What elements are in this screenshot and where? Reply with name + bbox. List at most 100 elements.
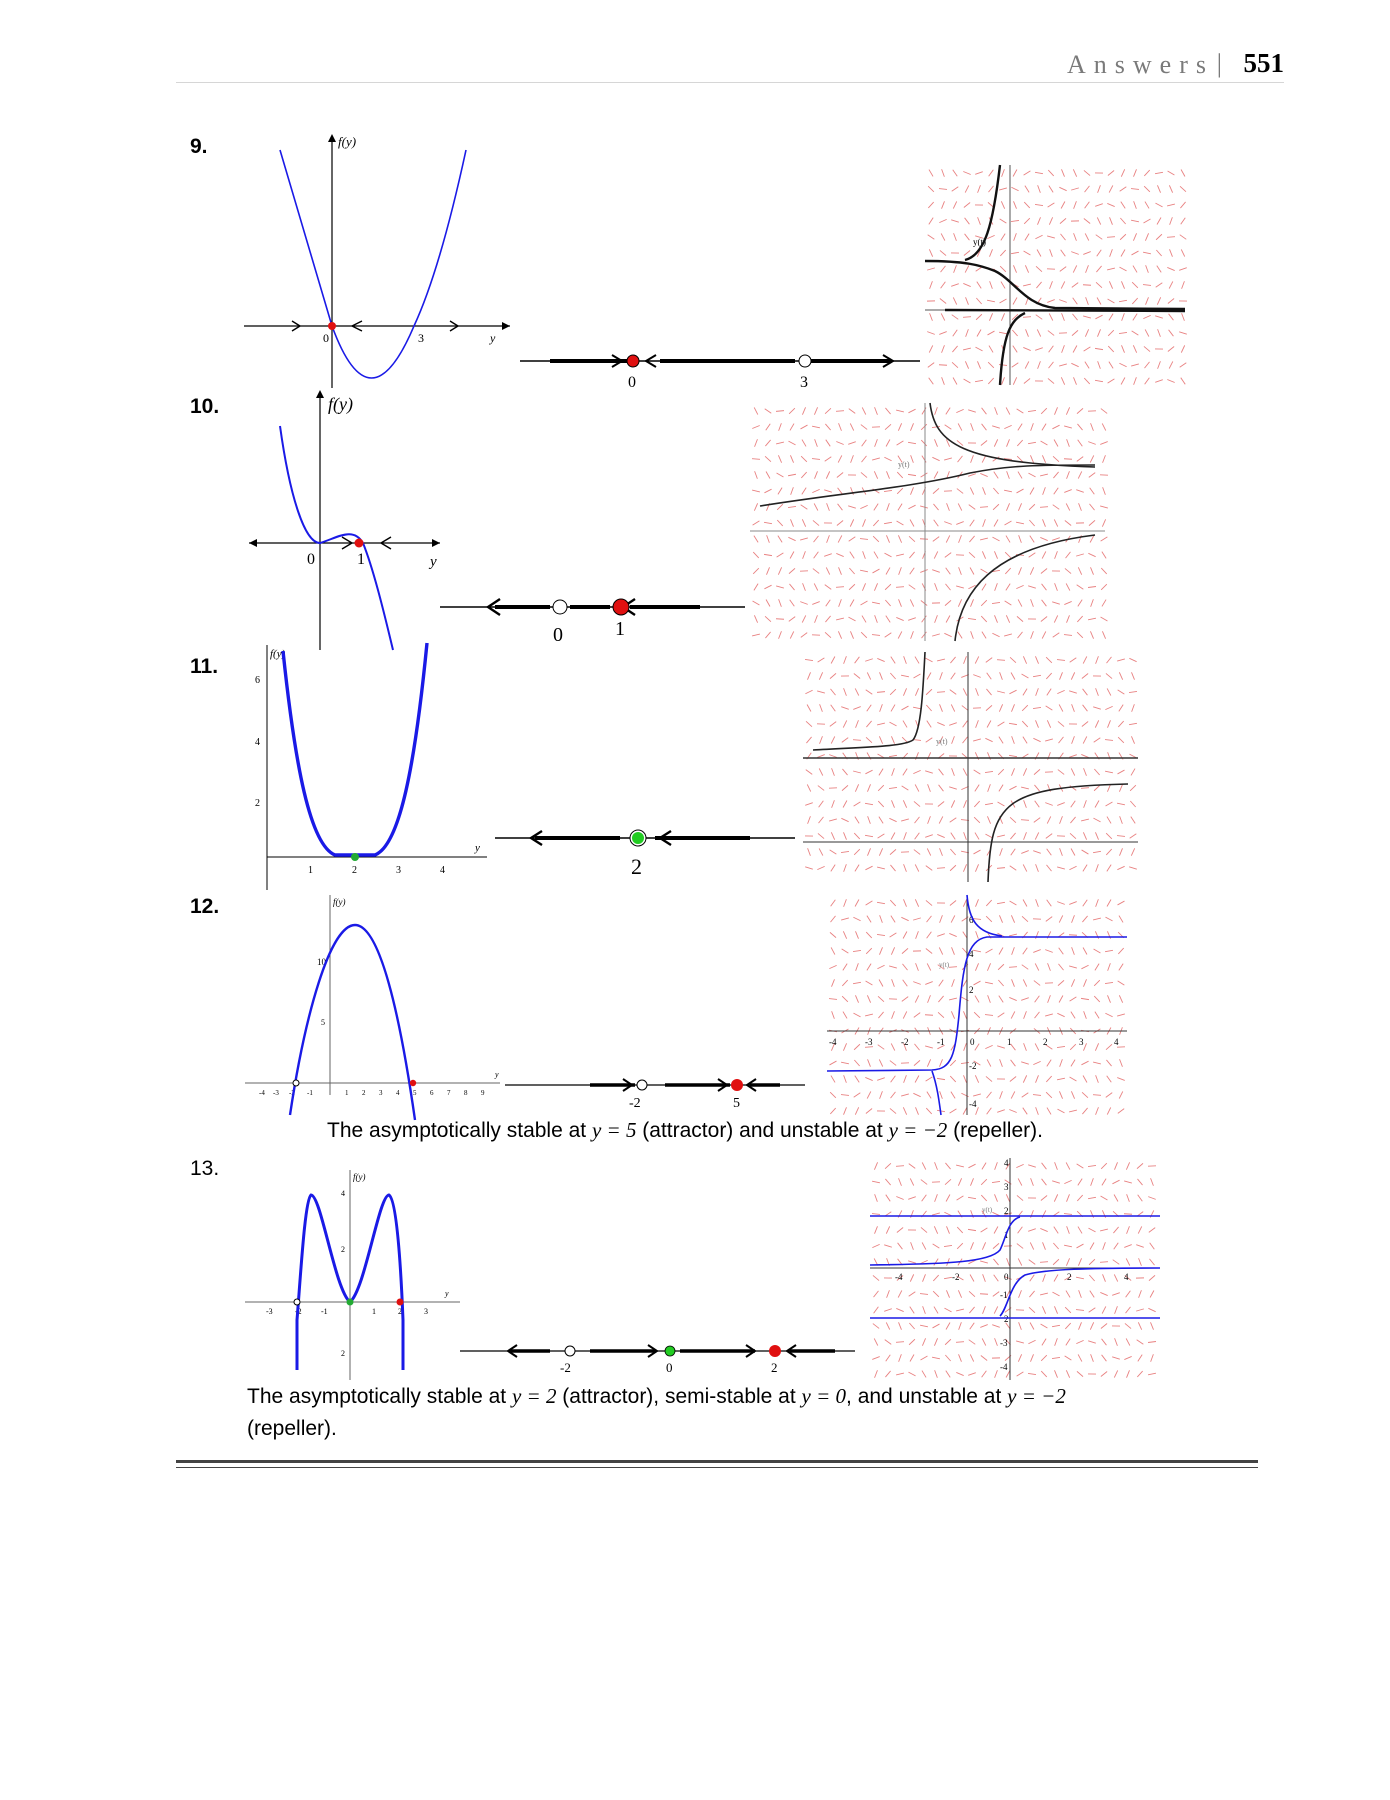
direction-dash	[968, 584, 976, 590]
direction-dash	[908, 408, 916, 414]
direction-dash	[949, 997, 957, 1001]
direction-dash	[852, 949, 862, 953]
direction-dash	[788, 568, 796, 574]
direction-dash	[949, 933, 957, 937]
direction-dash	[1035, 1107, 1039, 1115]
slope-field-11: y(t)	[803, 651, 1138, 883]
direction-dash	[999, 1091, 1003, 1099]
direction-dash	[1120, 169, 1126, 177]
direction-dash	[817, 657, 825, 663]
direction-dash	[1064, 1306, 1072, 1314]
direction-dash	[984, 802, 994, 806]
direction-dash	[914, 995, 920, 1003]
direction-dash	[980, 440, 988, 446]
direction-dash	[945, 535, 951, 543]
direction-dash	[1060, 249, 1066, 257]
direction-dash	[861, 615, 867, 623]
direction-dash	[1054, 1370, 1058, 1378]
direction-dash	[927, 331, 935, 335]
slope-label-13: y(t)	[982, 1206, 993, 1214]
direction-dash	[1081, 673, 1089, 679]
direction-dash	[926, 963, 932, 971]
direction-dash	[1064, 568, 1072, 574]
direction-dash	[1028, 1306, 1036, 1314]
direction-dash	[951, 283, 959, 287]
direction-dash	[913, 673, 921, 679]
direction-dash	[836, 520, 844, 526]
direction-dash	[1042, 519, 1046, 527]
direction-dash	[987, 361, 995, 369]
direction-dash	[866, 704, 872, 712]
direction-dash	[938, 979, 944, 987]
direction-dash	[877, 964, 885, 970]
direction-dash	[1046, 688, 1052, 696]
direction-dash	[925, 1045, 933, 1049]
direction-dash	[1052, 601, 1060, 605]
direction-dash	[997, 1012, 1005, 1018]
direction-dash	[872, 1356, 880, 1360]
direction-dash	[1006, 471, 1010, 479]
direction-dash	[932, 1212, 940, 1216]
direction-dash	[1156, 217, 1162, 225]
direction-dash	[841, 785, 849, 791]
direction-dash	[867, 816, 871, 824]
direction-dash	[1070, 979, 1076, 987]
direction-dash	[840, 1061, 850, 1065]
direction-dash	[837, 455, 843, 463]
direction-dash	[975, 346, 983, 352]
direction-dash	[1077, 1354, 1083, 1362]
direction-dash	[1020, 819, 1030, 821]
direction-dash	[824, 631, 832, 639]
direction-dash	[1107, 378, 1115, 384]
svg-text:-4: -4	[259, 1089, 265, 1097]
direction-dash	[992, 632, 1000, 638]
direction-dash	[951, 361, 959, 369]
direction-dash	[842, 931, 848, 939]
direction-dash	[838, 423, 842, 431]
direction-dash	[964, 265, 970, 273]
direction-dash	[989, 281, 993, 289]
direction-dash	[1169, 217, 1173, 225]
direction-dash	[1117, 769, 1125, 775]
direction-dash	[1033, 850, 1041, 854]
direction-dash	[986, 1107, 992, 1115]
svg-text:-2: -2	[901, 1037, 909, 1047]
direction-dash	[1100, 441, 1108, 445]
direction-dash	[994, 551, 998, 559]
direction-dash	[1093, 948, 1101, 954]
direction-dash	[837, 631, 843, 639]
direction-dash	[986, 1091, 992, 1099]
direction-dash	[937, 801, 945, 807]
direction-dash	[860, 472, 868, 478]
direction-dash	[1107, 298, 1115, 304]
direction-dash	[1148, 1275, 1156, 1281]
sentence-13: The asymptotically stable at y = 2 (attr…	[247, 1384, 1066, 1440]
direction-dash	[1040, 1228, 1048, 1232]
direction-dash	[937, 964, 945, 970]
direction-dash	[1089, 1242, 1095, 1250]
direction-dash	[945, 439, 951, 447]
direction-dash	[961, 674, 969, 678]
direction-dash	[994, 407, 998, 415]
svg-text:-4: -4	[829, 1037, 837, 1047]
direction-dash	[841, 995, 849, 1003]
direction-dash	[884, 632, 892, 638]
direction-dash	[1077, 423, 1083, 431]
direction-dash	[1045, 1044, 1053, 1050]
direction-dash	[963, 1011, 967, 1019]
direction-dash	[1060, 281, 1066, 289]
direction-dash	[1154, 171, 1164, 175]
direction-dash	[1119, 186, 1127, 192]
direction-dash	[1082, 688, 1088, 696]
direction-dash	[969, 1322, 975, 1330]
direction-dash	[825, 471, 831, 479]
direction-dash	[987, 963, 991, 971]
direction-dash	[830, 947, 836, 955]
direction-dash	[1095, 899, 1099, 907]
direction-dash	[914, 784, 920, 792]
direction-dash	[1131, 297, 1139, 305]
direction-dash	[939, 1091, 943, 1099]
direction-dash	[974, 1043, 980, 1051]
direction-dash	[908, 1291, 916, 1297]
direction-dash	[829, 964, 837, 970]
